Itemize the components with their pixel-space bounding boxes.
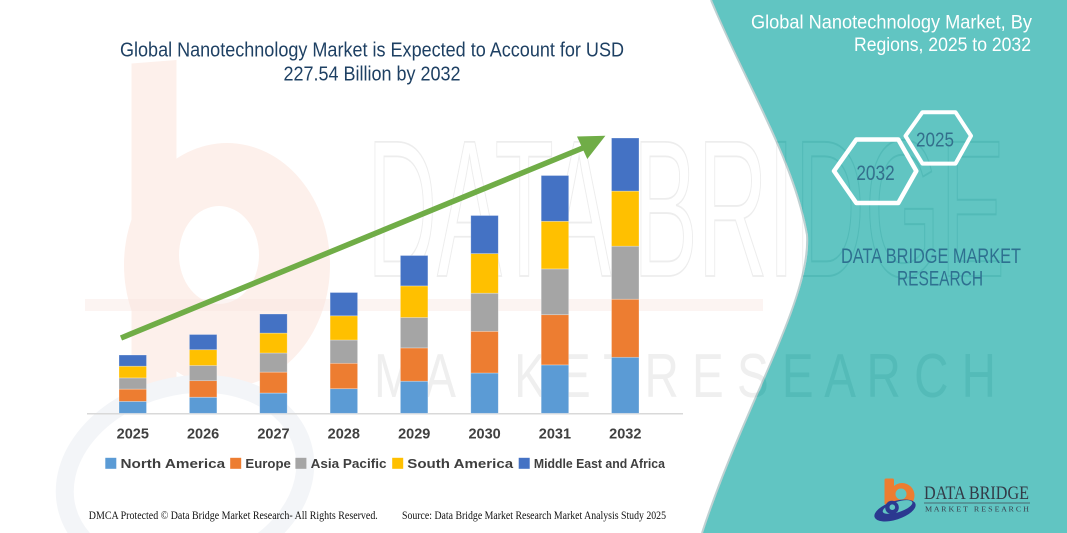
- svg-text:Global Nanotechnology Market,: Global Nanotechnology Market, By: [751, 13, 1032, 34]
- svg-text:DATA BRIDGE MARKET: DATA BRIDGE MARKET: [841, 245, 1021, 268]
- svg-text:DATA BRIDGE: DATA BRIDGE: [924, 483, 1029, 504]
- svg-text:2032: 2032: [609, 426, 641, 442]
- svg-text:M A R K E T R E S E A R C H: M A R K E T R E S E A R C H: [925, 505, 1030, 514]
- svg-text:Regions, 2025 to 2032: Regions, 2025 to 2032: [854, 35, 1031, 56]
- svg-text:South America: South America: [407, 456, 514, 471]
- svg-text:2027: 2027: [257, 426, 289, 442]
- svg-text:DMCA Protected © Data Bridge M: DMCA Protected © Data Bridge Market Rese…: [89, 510, 378, 522]
- svg-text:Global Nanotechnology Market i: Global Nanotechnology Market is Expected…: [120, 40, 624, 62]
- svg-text:2025: 2025: [916, 130, 954, 152]
- svg-text:2029: 2029: [398, 426, 430, 442]
- svg-text:2031: 2031: [539, 426, 571, 442]
- svg-text:2026: 2026: [187, 426, 219, 442]
- svg-text:2028: 2028: [328, 426, 360, 442]
- svg-text:2030: 2030: [468, 426, 500, 442]
- svg-text:RESEARCH: RESEARCH: [897, 268, 983, 291]
- svg-text:Asia Pacific: Asia Pacific: [311, 456, 387, 471]
- svg-text:2025: 2025: [117, 426, 149, 442]
- svg-text:2032: 2032: [856, 162, 894, 185]
- svg-text:Source: Data Bridge Market Res: Source: Data Bridge Market Research Mark…: [402, 510, 666, 522]
- svg-text:North America: North America: [121, 456, 226, 471]
- svg-text:227.54 Billion by 2032: 227.54 Billion by 2032: [284, 64, 461, 86]
- svg-text:Europe: Europe: [245, 456, 291, 471]
- svg-text:Middle East and Africa: Middle East and Africa: [534, 456, 666, 471]
